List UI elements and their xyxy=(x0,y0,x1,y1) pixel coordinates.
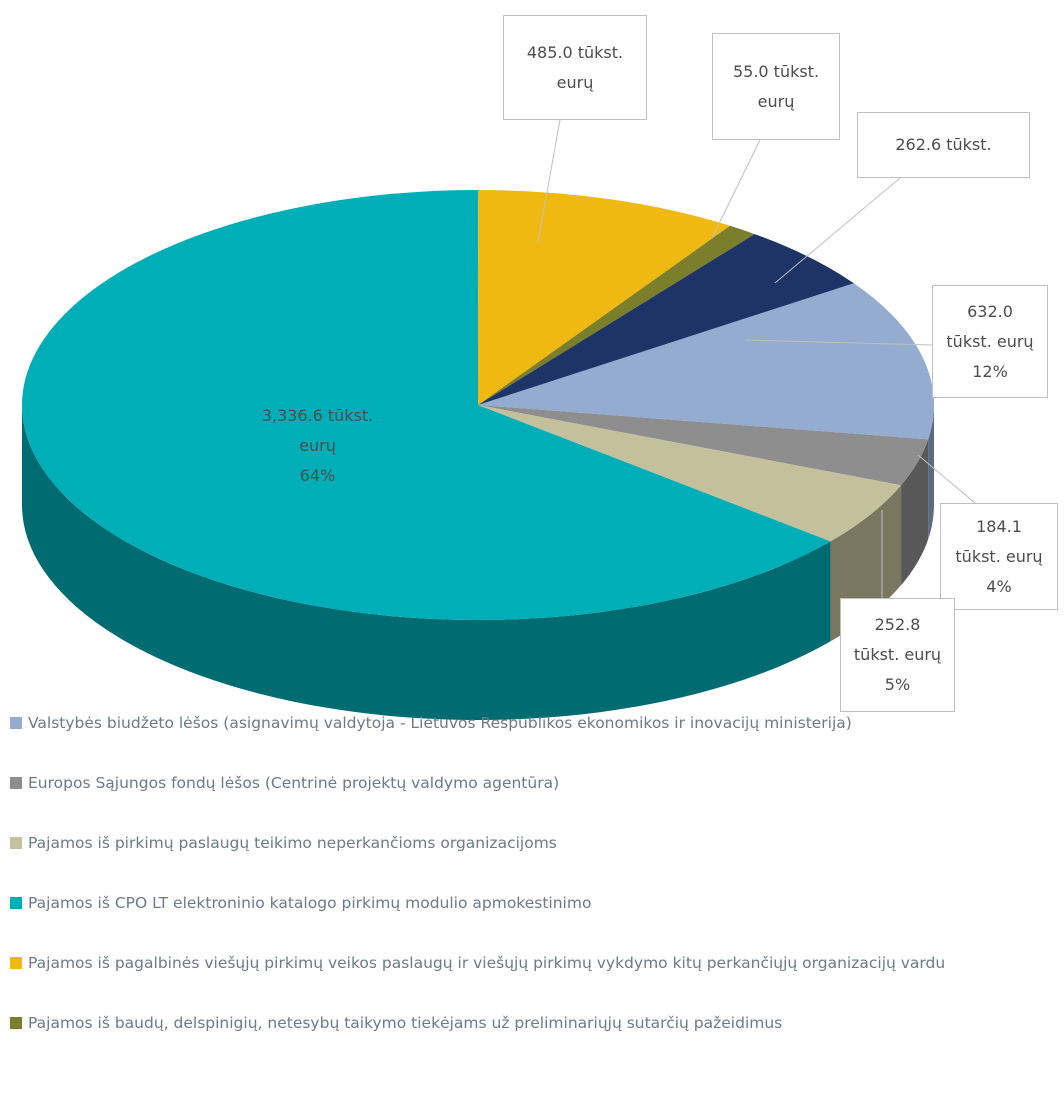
slice xyxy=(478,190,730,405)
legend-label: Pajamos iš baudų, delspinigių, netesybų … xyxy=(28,1014,783,1032)
legend-swatch xyxy=(10,897,22,909)
leader-line xyxy=(744,339,933,346)
legend-item: Valstybės biudžeto lėšos (asignavimų val… xyxy=(10,709,1060,738)
slice xyxy=(478,405,929,486)
slice xyxy=(478,405,902,542)
legend-item: Pajamos iš pirkimų paslaugų teikimo nepe… xyxy=(10,829,1060,858)
legend-item: Pajamos iš pagalbinės viešųjų pirkimų ve… xyxy=(10,949,1060,978)
leader-line xyxy=(537,119,561,243)
slice xyxy=(478,234,854,405)
legend-label: Pajamos iš pagalbinės viešųjų pirkimų ve… xyxy=(28,954,946,972)
leader-line xyxy=(774,177,901,284)
legend-swatch xyxy=(10,837,22,849)
legend-label: Pajamos iš pirkimų paslaugų teikimo nepe… xyxy=(28,834,557,852)
legend-label: Pajamos iš CPO LT elektroninio katalogo … xyxy=(28,894,592,912)
legend-swatch xyxy=(10,1017,22,1029)
slice xyxy=(21,190,831,620)
slice xyxy=(478,225,755,405)
legend-item: Pajamos iš baudų, delspinigių, netesybų … xyxy=(10,1009,1060,1038)
data-label: 252.8 tūkst. eurų 5% xyxy=(840,598,955,712)
legend-swatch xyxy=(10,777,22,789)
data-label: 184.1 tūkst. eurų 4% xyxy=(940,503,1058,610)
slice xyxy=(478,283,935,440)
legend-label: Valstybės biudžeto lėšos (asignavimų val… xyxy=(28,714,852,732)
leader-line xyxy=(917,454,976,504)
legend-swatch xyxy=(10,717,22,729)
data-label: 632.0 tūkst. eurų 12% xyxy=(932,285,1048,398)
data-label: 55.0 tūkst. eurų xyxy=(712,33,840,140)
legend-item: Pajamos iš CPO LT elektroninio katalogo … xyxy=(10,889,1060,918)
data-label: 3,336.6 tūkst. eurų 64% xyxy=(261,406,374,485)
slice-side xyxy=(22,405,831,720)
legend-label: Europos Sąjungos fondų lėšos (Centrinė p… xyxy=(28,774,560,792)
slice-side xyxy=(901,439,929,586)
chart xyxy=(21,119,976,720)
data-label: 262.6 tūkst. xyxy=(857,112,1030,178)
legend-swatch xyxy=(10,957,22,969)
data-label: 485.0 tūkst. eurų xyxy=(503,15,647,120)
leader-line xyxy=(711,139,761,239)
legend-item: Europos Sąjungos fondų lėšos (Centrinė p… xyxy=(10,769,1060,798)
slice-side xyxy=(928,405,934,540)
